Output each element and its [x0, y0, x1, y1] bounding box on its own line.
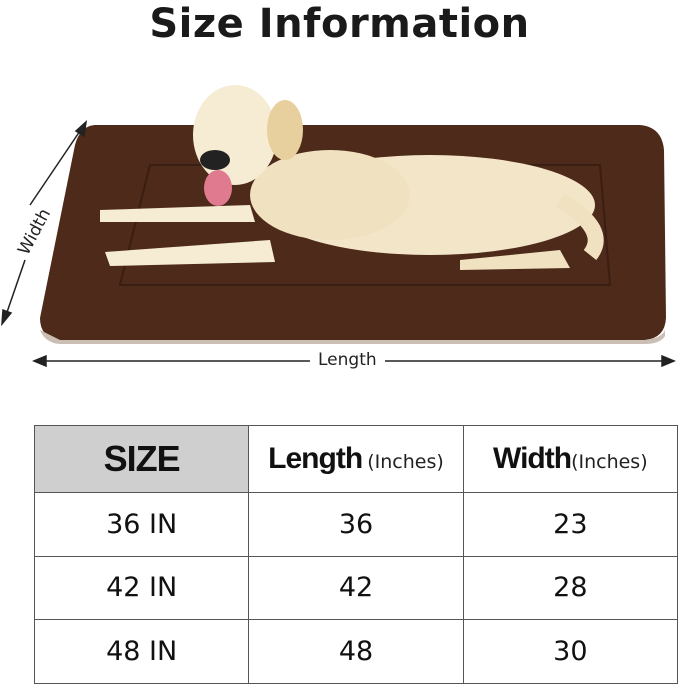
cell-length: 36	[248, 492, 464, 557]
header-width: Width(Inches)	[462, 425, 679, 493]
table-row: 42 IN 42 28	[33, 555, 679, 621]
cell-size: 42 IN	[33, 555, 250, 621]
table-row: 36 IN 36 23	[33, 492, 679, 557]
cell-width: 23	[462, 492, 679, 557]
header-length-unit: (Inches)	[367, 451, 444, 473]
page-title: Size Information	[149, 1, 530, 47]
header-width-unit: (Inches)	[571, 451, 648, 473]
size-table: SIZE Length (Inches) Width(Inches) 36 IN…	[33, 425, 679, 684]
width-arrow	[1, 120, 88, 327]
cell-size: 36 IN	[33, 492, 250, 557]
cell-size: 48 IN	[33, 619, 250, 684]
table-row: 48 IN 48 30	[33, 619, 679, 684]
header-width-label: Width	[493, 442, 572, 475]
table-header-row: SIZE Length (Inches) Width(Inches)	[33, 425, 679, 493]
dog	[100, 85, 604, 270]
header-size: SIZE	[33, 425, 250, 493]
header-length-label: Length	[268, 442, 363, 475]
header-length: Length (Inches)	[248, 425, 464, 493]
dog-bed-illustration	[1, 85, 676, 368]
cell-width: 30	[462, 619, 679, 684]
cell-width: 28	[462, 555, 679, 621]
cell-length: 42	[248, 555, 464, 621]
cell-length: 48	[248, 619, 464, 684]
length-label: Length	[310, 350, 385, 370]
